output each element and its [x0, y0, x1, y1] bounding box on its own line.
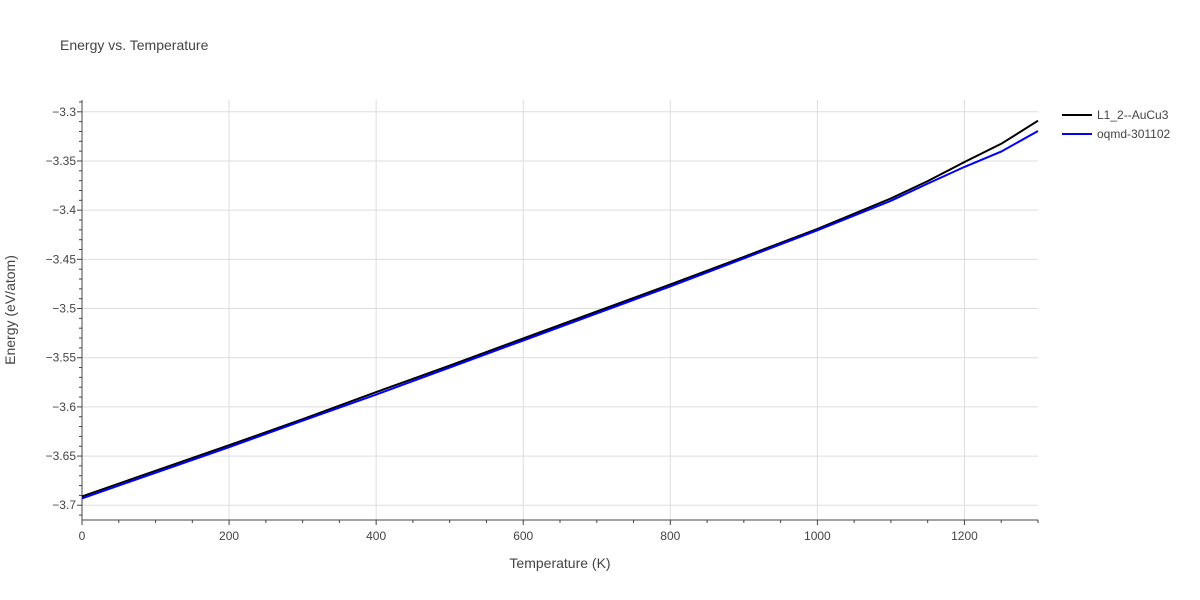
- x-tick-label: 800: [660, 529, 680, 543]
- y-tick-label: −3.5: [52, 302, 76, 316]
- series-line-2: [81, 130, 1039, 500]
- y-tick-label: −3.55: [46, 351, 77, 365]
- grid-lines: [82, 100, 1038, 520]
- legend[interactable]: L1_2--AuCu3 oqmd-301102: [1062, 108, 1170, 141]
- plot-area: [81, 119, 1039, 500]
- x-tick-label: 1200: [951, 529, 978, 543]
- x-tick-label: 200: [219, 529, 239, 543]
- y-tick-label: −3.65: [46, 449, 77, 463]
- legend-item[interactable]: oqmd-301102: [1062, 127, 1170, 141]
- series-line-1: [81, 119, 1039, 498]
- y-tick-label: −3.45: [46, 252, 77, 266]
- chart-title: Energy vs. Temperature: [60, 37, 209, 53]
- y-tick-label: −3.35: [46, 154, 77, 168]
- x-axis-title: Temperature (K): [509, 555, 610, 571]
- x-tick-label: 1000: [804, 529, 831, 543]
- legend-label: L1_2--AuCu3: [1097, 108, 1169, 122]
- y-tick-label: −3.3: [52, 105, 76, 119]
- axes: 0 200 400 600 800 1000 1200 −3.7 −3.65 −3.6 −3.55 −…: [46, 100, 1039, 543]
- x-tick-label: 0: [79, 529, 86, 543]
- x-tick-label: 600: [513, 529, 533, 543]
- y-tick-label: −3.4: [52, 203, 76, 217]
- y-tick-label: −3.6: [52, 400, 76, 414]
- x-tick-label: 400: [366, 529, 386, 543]
- legend-item[interactable]: L1_2--AuCu3: [1062, 108, 1169, 122]
- legend-label: oqmd-301102: [1097, 127, 1170, 141]
- y-tick-label: −3.7: [52, 498, 76, 512]
- y-axis-title: Energy (eV/atom): [2, 255, 18, 365]
